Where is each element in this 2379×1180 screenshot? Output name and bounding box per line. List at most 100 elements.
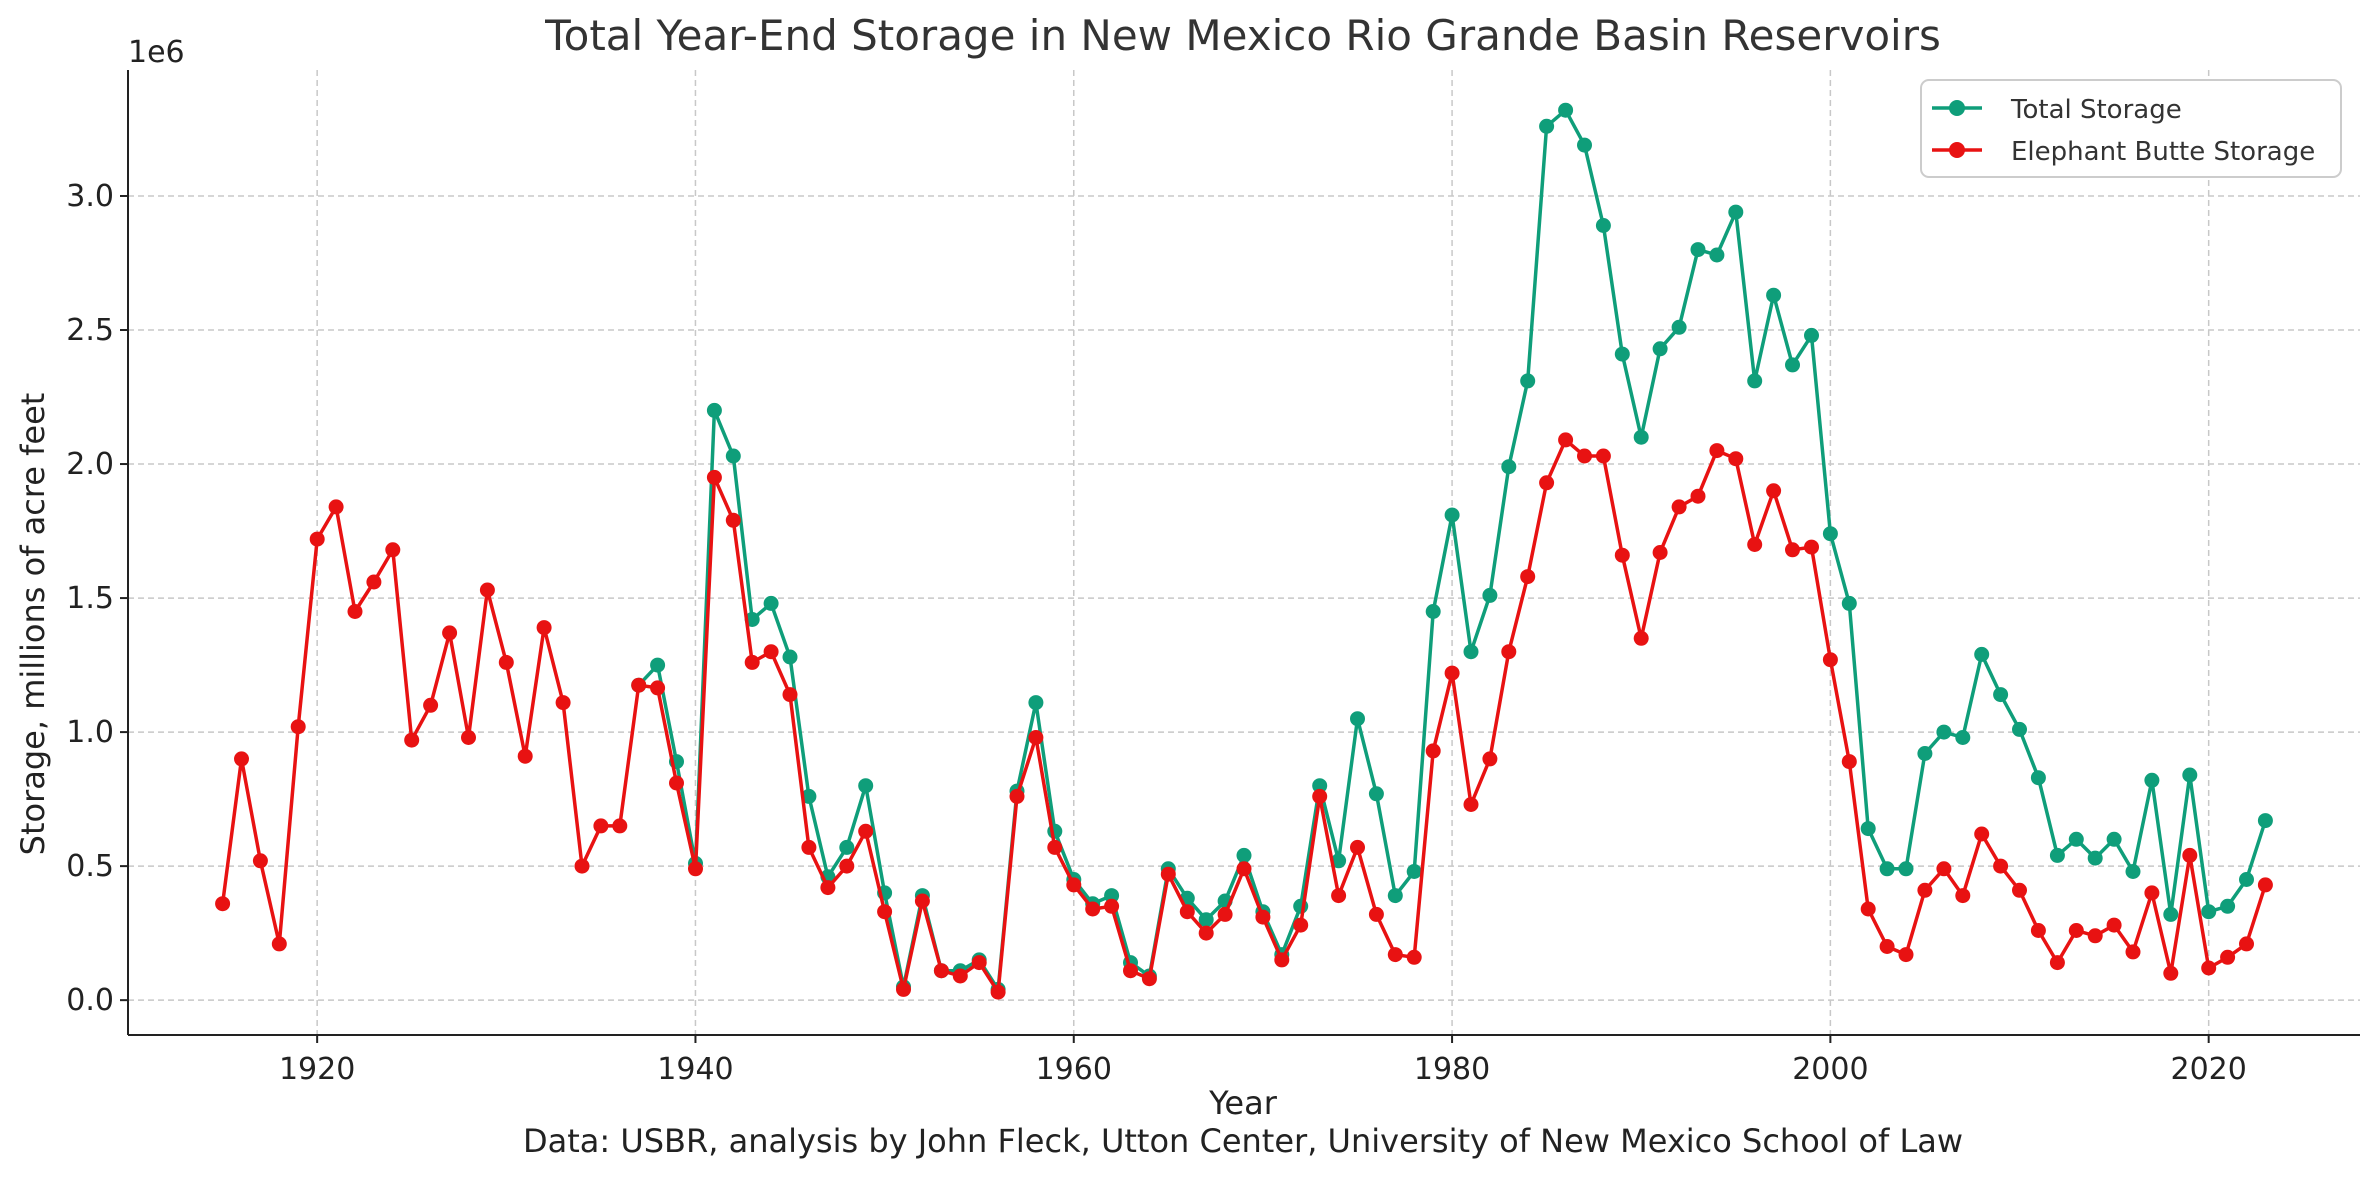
axes	[127, 70, 2360, 1036]
data-point-elephant-butte-storage	[1009, 788, 1025, 804]
data-point-total-storage	[1709, 247, 1725, 263]
data-point-elephant-butte-storage	[744, 654, 760, 670]
data-point-elephant-butte-storage	[1425, 743, 1441, 759]
data-point-elephant-butte-storage	[2257, 877, 2273, 893]
y-tick-label: 3.0	[66, 179, 114, 214]
data-point-elephant-butte-storage	[1936, 861, 1952, 877]
data-point-total-storage	[1444, 507, 1460, 523]
data-point-total-storage	[1482, 587, 1498, 603]
data-point-elephant-butte-storage	[1028, 730, 1044, 745]
data-point-elephant-butte-storage	[1860, 901, 1876, 917]
data-point-total-storage	[1917, 746, 1933, 761]
data-point-elephant-butte-storage	[612, 818, 628, 834]
data-point-elephant-butte-storage	[2201, 960, 2217, 976]
data-point-total-storage	[782, 649, 798, 665]
data-point-total-storage	[1879, 861, 1895, 877]
data-point-elephant-butte-storage	[2049, 955, 2065, 971]
data-point-elephant-butte-storage	[1633, 630, 1649, 646]
data-point-elephant-butte-storage	[1974, 826, 1990, 842]
legend-label-total-storage: Total Storage	[2010, 95, 2182, 125]
data-point-elephant-butte-storage	[1879, 939, 1895, 954]
data-point-elephant-butte-storage	[914, 893, 930, 909]
data-point-total-storage	[1558, 102, 1574, 118]
data-point-total-storage	[1312, 778, 1328, 794]
data-point-elephant-butte-storage	[2125, 944, 2141, 960]
y-tick-label: 2.0	[66, 447, 114, 482]
data-point-elephant-butte-storage	[1595, 448, 1611, 464]
data-point-total-storage	[839, 839, 855, 855]
data-point-elephant-butte-storage	[1444, 665, 1460, 681]
chart-caption: Data: USBR, analysis by John Fleck, Utto…	[523, 1122, 1963, 1160]
data-point-total-storage	[1785, 357, 1800, 373]
data-point-elephant-butte-storage	[1123, 963, 1138, 979]
data-point-total-storage	[706, 402, 722, 418]
data-point-total-storage	[1671, 319, 1687, 335]
data-point-elephant-butte-storage	[1198, 925, 1214, 941]
data-point-total-storage	[1898, 861, 1914, 877]
data-point-elephant-butte-storage	[1387, 947, 1403, 963]
data-point-elephant-butte-storage	[1520, 569, 1536, 585]
data-point-total-storage	[1331, 853, 1347, 869]
data-point-elephant-butte-storage	[347, 604, 363, 619]
data-point-elephant-butte-storage	[1255, 909, 1271, 925]
data-point-total-storage	[1520, 373, 1536, 389]
data-point-elephant-butte-storage	[385, 542, 401, 558]
data-point-total-storage	[2068, 831, 2084, 847]
data-point-total-storage	[2049, 847, 2065, 863]
data-point-total-storage	[2220, 898, 2236, 914]
data-series	[215, 102, 2273, 1000]
data-point-elephant-butte-storage	[1917, 882, 1933, 898]
data-point-elephant-butte-storage	[1614, 547, 1630, 563]
data-point-elephant-butte-storage	[1577, 448, 1592, 464]
data-point-total-storage	[1425, 604, 1441, 619]
data-point-elephant-butte-storage	[1501, 644, 1517, 660]
data-point-elephant-butte-storage	[1406, 949, 1422, 965]
data-point-total-storage	[2106, 831, 2122, 847]
data-point-total-storage	[1236, 847, 1252, 863]
data-point-elephant-butte-storage	[1179, 904, 1195, 920]
data-point-elephant-butte-storage	[631, 677, 647, 693]
data-point-elephant-butte-storage	[328, 499, 344, 515]
data-point-total-storage	[2239, 872, 2254, 887]
data-point-total-storage	[1652, 341, 1668, 357]
data-point-elephant-butte-storage	[1217, 906, 1233, 922]
data-point-elephant-butte-storage	[517, 748, 533, 764]
legend-marker-total-storage	[1949, 100, 1965, 116]
data-point-elephant-butte-storage	[782, 687, 798, 703]
axis-ticks: 1920 1940 1960 1980 2000 2020 0.0 0.5 1.0 1.5 2.0 2…	[66, 179, 2247, 1087]
data-point-total-storage	[1955, 730, 1971, 745]
y-axis-offset-label: 1e6	[128, 35, 185, 70]
data-point-elephant-butte-storage	[1160, 866, 1176, 882]
data-point-elephant-butte-storage	[858, 823, 874, 839]
y-tick-label: 2.5	[66, 313, 114, 348]
data-point-elephant-butte-storage	[1274, 952, 1290, 968]
data-point-elephant-butte-storage	[479, 582, 495, 598]
data-point-elephant-butte-storage	[2220, 949, 2236, 965]
data-point-elephant-butte-storage	[2106, 917, 2122, 933]
data-point-elephant-butte-storage	[1350, 839, 1365, 855]
data-point-elephant-butte-storage	[1141, 971, 1157, 987]
data-point-elephant-butte-storage	[1690, 488, 1706, 504]
x-tick-label: 2000	[1792, 1052, 1868, 1087]
legend-marker-elephant-butte-storage	[1949, 142, 1965, 158]
data-point-elephant-butte-storage	[2163, 965, 2179, 981]
data-point-elephant-butte-storage	[820, 880, 836, 896]
data-point-total-storage	[1577, 137, 1592, 153]
data-point-total-storage	[1860, 821, 1876, 837]
data-point-total-storage	[1595, 218, 1611, 233]
data-point-elephant-butte-storage	[839, 858, 855, 874]
data-point-elephant-butte-storage	[2182, 847, 2198, 863]
data-point-elephant-butte-storage	[763, 644, 779, 660]
data-point-total-storage	[2257, 813, 2273, 829]
gridlines	[128, 70, 2360, 1035]
data-point-total-storage	[858, 778, 874, 794]
data-point-total-storage	[1993, 687, 2009, 703]
chart-title: Total Year-End Storage in New Mexico Rio…	[544, 11, 1941, 60]
data-point-elephant-butte-storage	[1747, 537, 1763, 552]
data-point-elephant-butte-storage	[1709, 443, 1725, 459]
data-point-elephant-butte-storage	[1671, 499, 1687, 515]
data-point-elephant-butte-storage	[933, 963, 949, 979]
data-point-elephant-butte-storage	[1047, 839, 1063, 855]
data-point-elephant-butte-storage	[1236, 861, 1252, 877]
data-point-elephant-butte-storage	[2144, 885, 2160, 901]
